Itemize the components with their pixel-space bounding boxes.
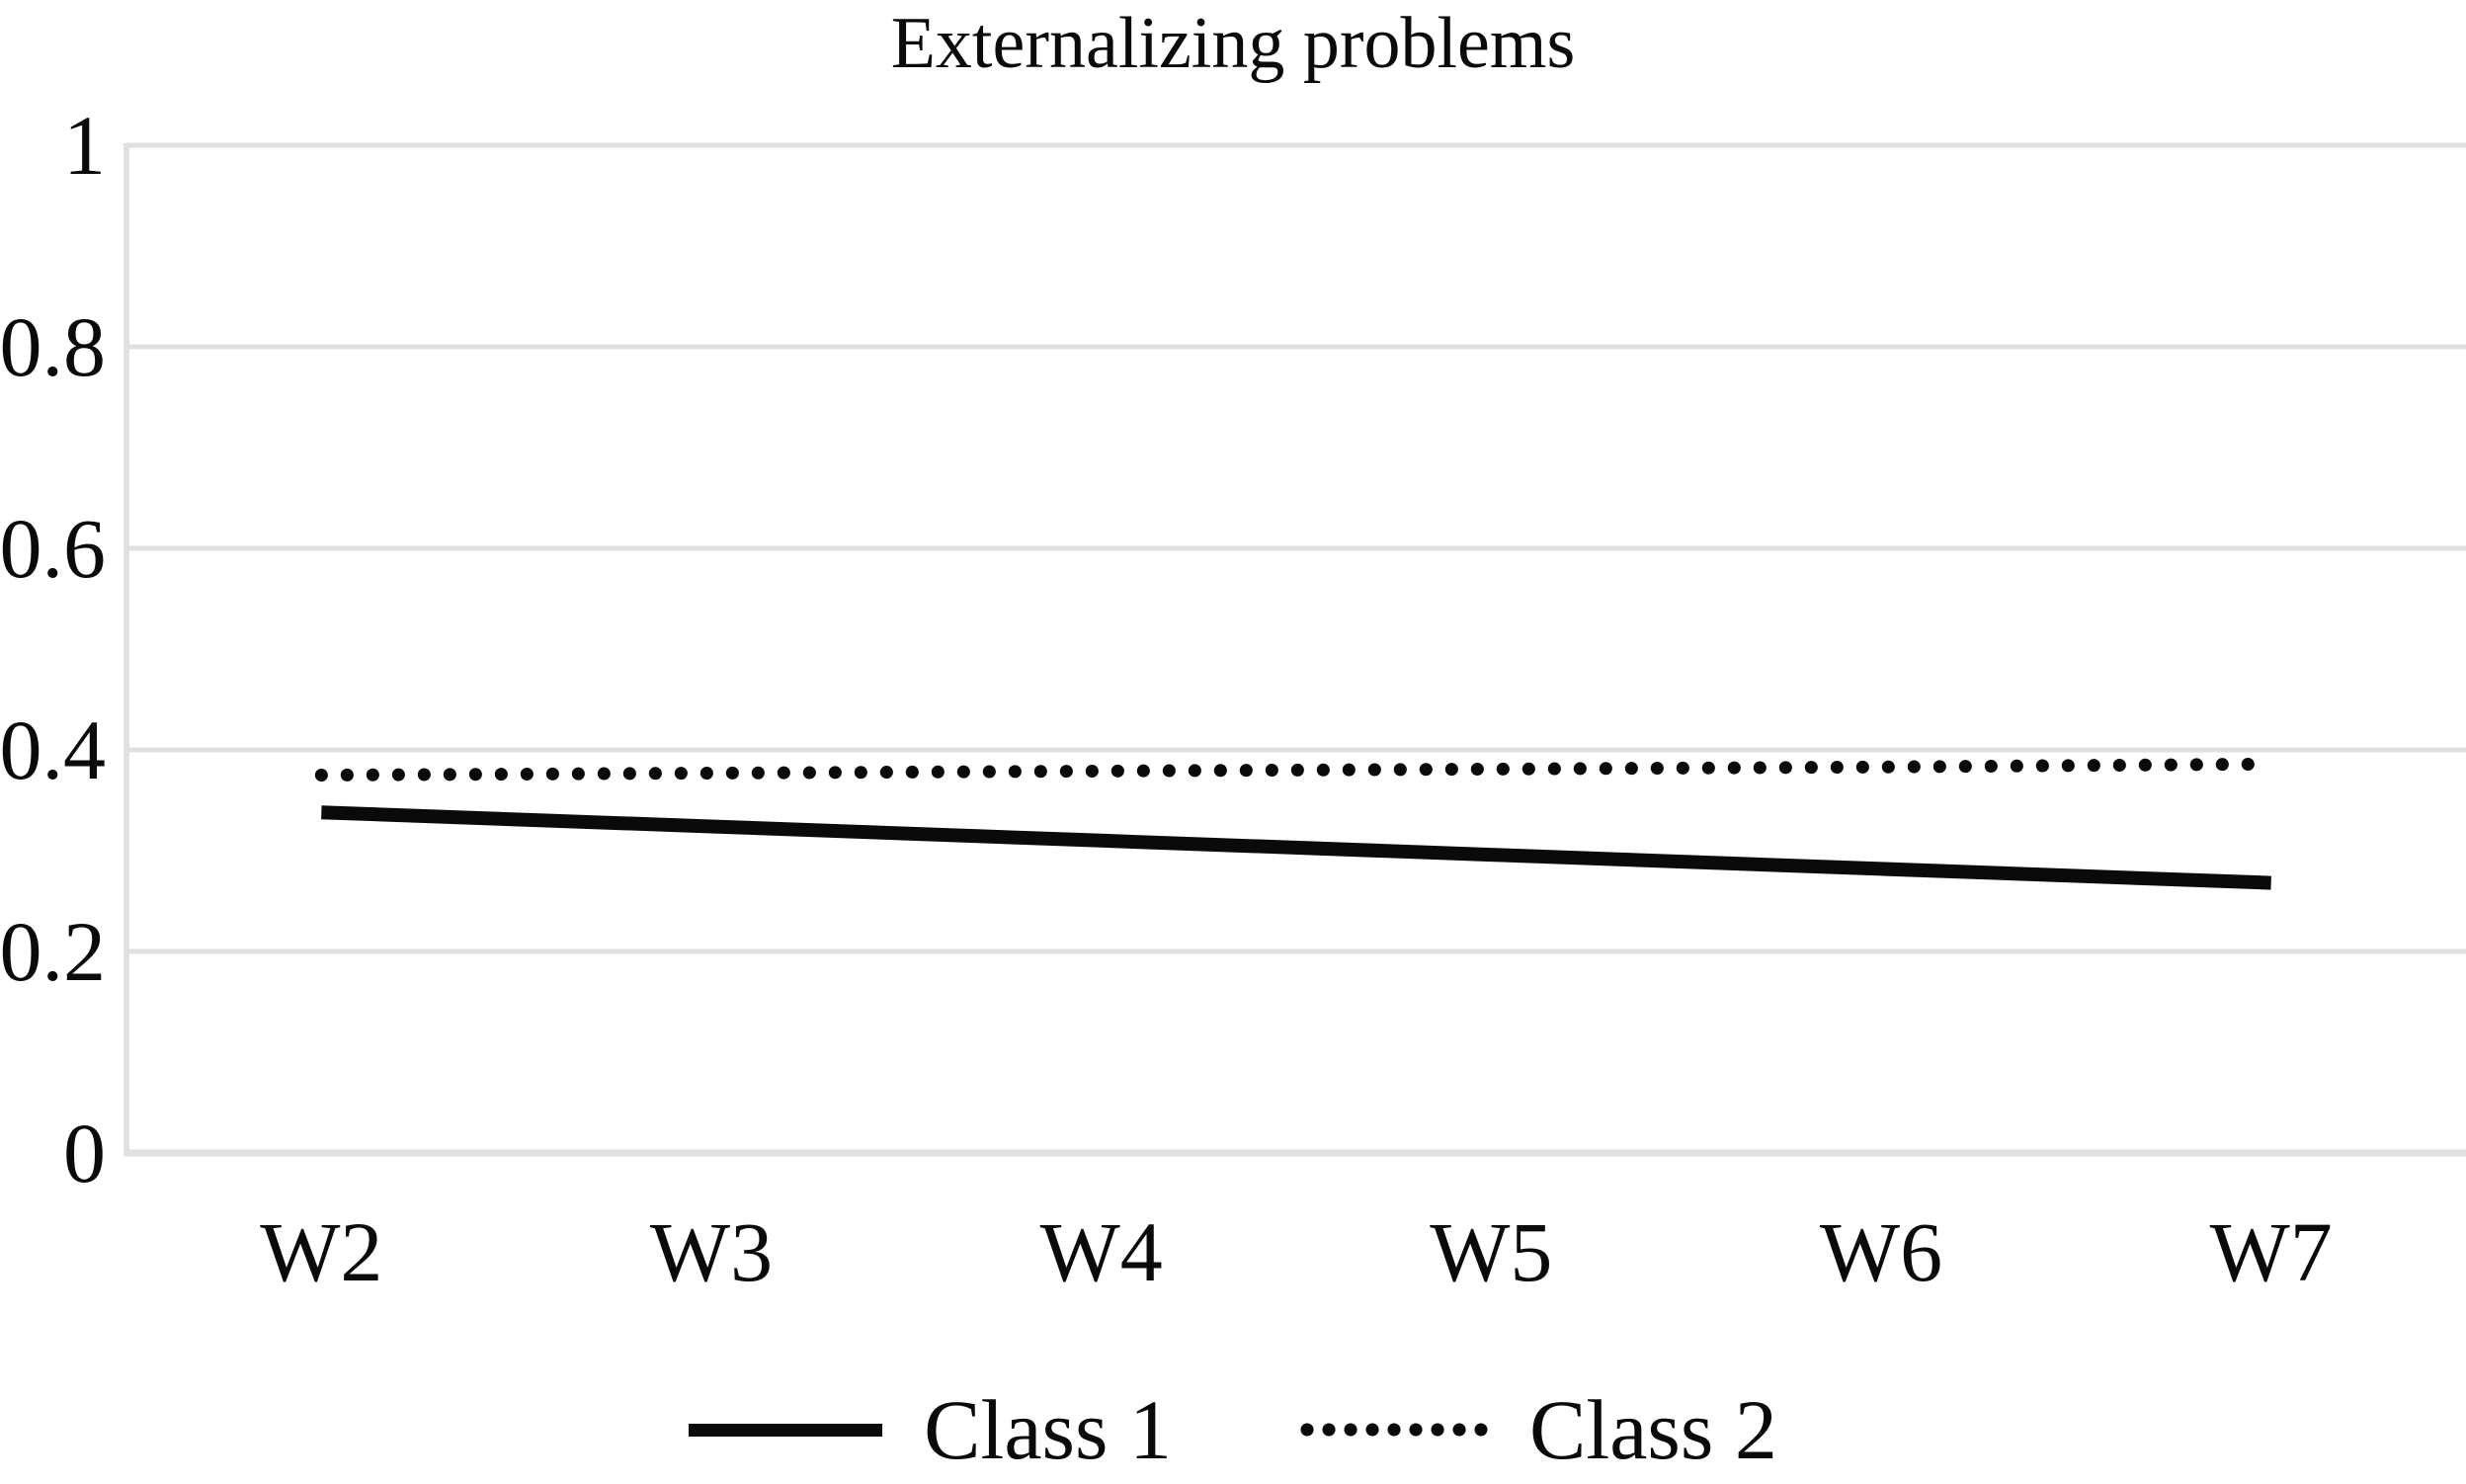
x-tick-label-W4: W4	[1039, 1204, 1163, 1299]
legend-item-class-1: Class 1	[689, 1387, 1172, 1472]
y-tick-label-0.6: 0.6	[0, 501, 106, 596]
series-line-class-1	[321, 805, 2271, 890]
x-tick-label-W2: W2	[260, 1204, 383, 1299]
series-line-class-2	[314, 757, 2278, 782]
legend: Class 1 Class 2	[0, 1375, 2466, 1484]
legend-solid-line-swatch	[689, 1423, 883, 1437]
x-tick-label-W7: W7	[2209, 1204, 2333, 1299]
y-tick-label-0: 0	[63, 1106, 106, 1200]
y-tick-label-1: 1	[63, 98, 106, 193]
x-tick-label-W5: W5	[1430, 1204, 1553, 1299]
x-tick-label-W3: W3	[649, 1204, 774, 1299]
chart-title: Externalizing problems	[890, 3, 1576, 84]
x-tick-label-W6: W6	[1819, 1204, 1943, 1299]
y-tick-label-0.8: 0.8	[0, 299, 106, 394]
legend-dotted-line-swatch	[1300, 1423, 1488, 1437]
y-tick-label-0.4: 0.4	[0, 702, 106, 797]
legend-label-class-2: Class 2	[1529, 1382, 1777, 1477]
legend-item-class-2: Class 2	[1300, 1387, 1777, 1472]
legend-label-class-1: Class 1	[924, 1382, 1172, 1477]
y-tick-label-0.2: 0.2	[0, 904, 106, 999]
